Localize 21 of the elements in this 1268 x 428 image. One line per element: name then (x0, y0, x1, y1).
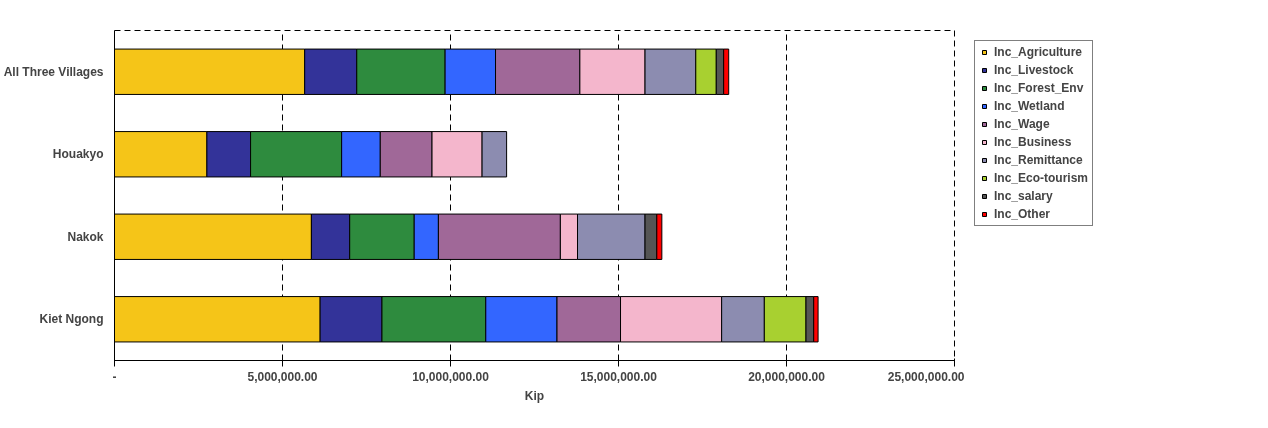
x-tick-label: 5,000,000.00 (247, 369, 318, 384)
x-tick-label: - (112, 369, 117, 384)
legend-label: Inc_Other (994, 207, 1051, 221)
legend-label: Inc_Eco-tourism (994, 171, 1089, 185)
legend-label: Inc_Livestock (994, 63, 1074, 77)
legend-label: Inc_Remittance (994, 153, 1083, 167)
y-tick-label: Houakyo (52, 147, 104, 162)
x-tick-label: 15,000,000.00 (580, 369, 658, 384)
x-tick-label: 10,000,000.00 (412, 369, 490, 384)
y-tick-label: Kiet Ngong (39, 312, 104, 327)
legend-label: Inc_salary (994, 189, 1053, 203)
legend-label: Inc_Wage (994, 117, 1050, 131)
x-tick-label: 20,000,000.00 (748, 369, 826, 384)
y-tick-label: All Three Villages (3, 64, 104, 79)
legend-label: Inc_Wetland (994, 99, 1065, 113)
x-tick-label: 25,000,000.00 (887, 369, 965, 384)
legend-label: Inc_Forest_Env (994, 81, 1084, 95)
y-tick-label: Nakok (67, 229, 104, 244)
legend-label: Inc_Business (994, 135, 1072, 149)
x-axis-title: Kip (524, 388, 545, 403)
legend-label: Inc_Agriculture (994, 45, 1083, 59)
